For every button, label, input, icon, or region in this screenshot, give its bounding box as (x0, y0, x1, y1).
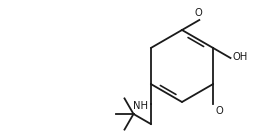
Text: NH: NH (133, 101, 148, 111)
Text: O: O (215, 106, 223, 116)
Text: OH: OH (233, 52, 248, 62)
Text: O: O (195, 8, 202, 18)
